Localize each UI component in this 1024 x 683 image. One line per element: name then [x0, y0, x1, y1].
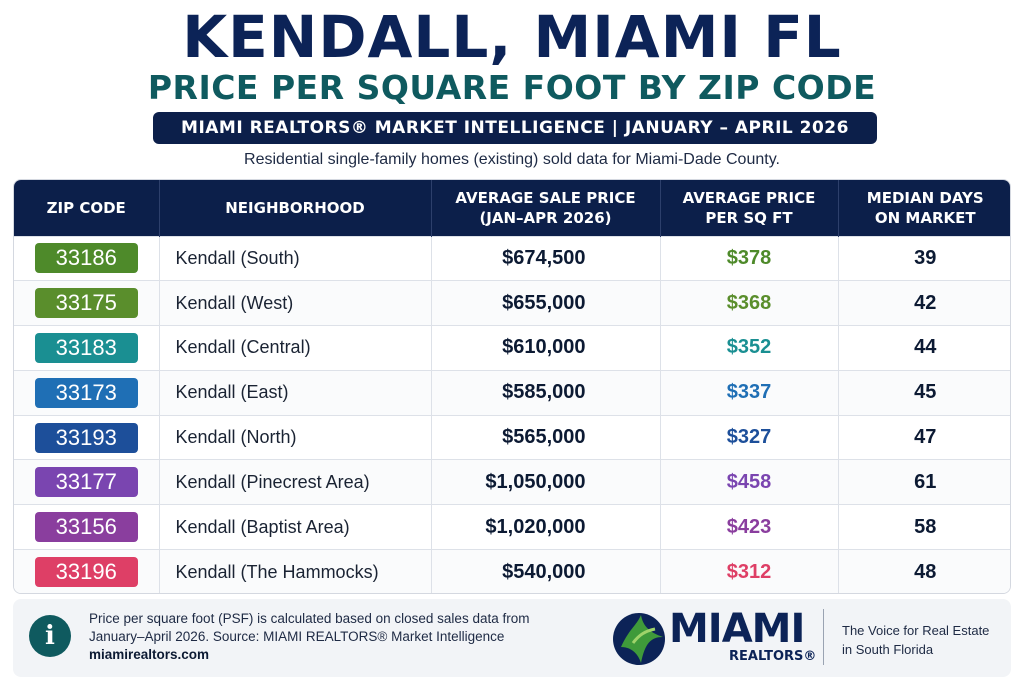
- avg-sale-price-cell: $565,000: [431, 415, 661, 460]
- neighborhood-cell: Kendall (West): [159, 280, 432, 326]
- table-row: 33156 Kendall (Baptist Area) $1,020,000 $42…: [14, 504, 1010, 550]
- table-row: 33186 Kendall (South) $674,500 $378 39: [14, 236, 1010, 281]
- logo-subtext: REALTORS®: [729, 649, 817, 664]
- data-description: Residential single-family homes (existin…: [244, 151, 780, 168]
- column-header-psf: AVERAGE PRICE PER SQ FT: [660, 180, 839, 236]
- zip-cell: 33193: [14, 415, 160, 460]
- neighborhood-cell: Kendall (The Hammocks): [159, 549, 432, 593]
- table-row: 33175 Kendall (West) $655,000 $368 42: [14, 280, 1010, 326]
- logo-wordmark: MIAMI: [669, 606, 805, 652]
- table-row: 33177 Kendall (Pinecrest Area) $1,050,000 $…: [14, 459, 1010, 505]
- footer-panel: i Price per square foot (PSF) is calcula…: [13, 599, 1011, 677]
- avg-sale-price-cell: $610,000: [431, 325, 661, 371]
- table-row: 33183 Kendall (Central) $610,000 $352 44: [14, 325, 1010, 371]
- zip-cell: 33173: [14, 370, 160, 416]
- days-on-market-cell: 45: [914, 381, 937, 404]
- logo-mark-icon: [613, 613, 665, 665]
- neighborhood-cell: Kendall (Pinecrest Area): [159, 459, 432, 505]
- price-per-sqft-cell: $312: [660, 549, 839, 593]
- column-header-neighborhood: NEIGHBORHOOD: [159, 180, 432, 236]
- column-header-zip: ZIP CODE: [14, 180, 160, 236]
- footer-note: Price per square foot (PSF) is calculate…: [89, 610, 569, 664]
- page-title: KENDALL, MIAMI FL: [182, 3, 842, 71]
- zip-cell: 33186: [14, 236, 160, 281]
- days-on-market-cell: 47: [914, 426, 937, 449]
- neighborhood-cell: Kendall (South): [159, 236, 432, 281]
- source-banner: MIAMI REALTORS® MARKET INTELLIGENCE | JA…: [153, 112, 877, 144]
- info-icon: i: [29, 615, 71, 657]
- table-row: 33196 Kendall (The Hammocks) $540,000 $312 4…: [14, 549, 1010, 593]
- zip-code-badge: 33173: [34, 377, 138, 408]
- tagline: The Voice for Real Estate in South Flori…: [842, 621, 1002, 659]
- price-per-sqft-cell: $368: [660, 280, 839, 326]
- zip-code-badge: 33177: [34, 467, 138, 498]
- neighborhood-cell: Kendall (Central): [159, 325, 432, 371]
- zip-code-badge: 33183: [34, 332, 138, 363]
- neighborhood-cell: Kendall (North): [159, 415, 432, 460]
- table-row: 33193 Kendall (North) $565,000 $327 47: [14, 415, 1010, 460]
- zip-code-badge: 33175: [34, 288, 138, 319]
- days-on-market-cell: 44: [914, 336, 937, 359]
- zip-code-badge: 33186: [34, 243, 138, 274]
- price-per-sqft-cell: $458: [660, 459, 839, 505]
- price-per-sqft-cell: $423: [660, 504, 839, 550]
- website-link[interactable]: miamirealtors.com: [89, 647, 210, 662]
- footer-note-line-1: Price per square foot (PSF) is calculate…: [89, 611, 530, 626]
- zip-cell: 33156: [14, 504, 160, 550]
- avg-sale-price-cell: $655,000: [431, 280, 661, 326]
- table-header-row: ZIP CODE NEIGHBORHOOD AVERAGE SALE PRICE…: [14, 180, 1010, 236]
- days-on-market-cell: 48: [914, 560, 937, 583]
- avg-sale-price-cell: $1,020,000: [431, 504, 661, 550]
- zip-cell: 33196: [14, 549, 160, 593]
- price-per-sqft-cell: $378: [660, 236, 839, 281]
- zip-cell: 33177: [14, 459, 160, 505]
- zip-code-badge: 33196: [34, 557, 138, 588]
- avg-sale-price-cell: $1,050,000: [431, 459, 661, 505]
- avg-sale-price-cell: $585,000: [431, 370, 661, 416]
- zip-code-badge: 33193: [34, 422, 138, 453]
- footer-divider: [823, 609, 824, 665]
- days-on-market-cell: 61: [914, 470, 937, 493]
- tagline-line-2: in South Florida: [842, 642, 934, 657]
- neighborhood-cell: Kendall (East): [159, 370, 432, 416]
- zip-cell: 33183: [14, 325, 160, 371]
- price-per-sqft-cell: $337: [660, 370, 839, 416]
- footer-note-line-2: January–April 2026. Source: MIAMI REALTO…: [89, 629, 505, 644]
- page-subtitle: PRICE PER SQUARE FOOT BY ZIP CODE: [147, 68, 877, 107]
- price-table: ZIP CODE NEIGHBORHOOD AVERAGE SALE PRICE…: [13, 179, 1011, 594]
- avg-sale-price-cell: $540,000: [431, 549, 661, 593]
- column-header-days-on-market: MEDIAN DAYS ON MARKET: [866, 188, 984, 227]
- tagline-line-1: The Voice for Real Estate: [842, 623, 990, 638]
- days-on-market-cell: 39: [914, 246, 937, 269]
- avg-sale-price-cell: $674,500: [431, 236, 661, 281]
- miami-realtors-logo: MIAMI REALTORS®: [611, 605, 816, 671]
- column-header-avg-price: AVERAGE SALE PRICE (JAN–APR 2026): [431, 180, 661, 236]
- price-per-sqft-cell: $352: [660, 325, 839, 371]
- zip-code-badge: 33156: [34, 512, 138, 543]
- table-row: 33173 Kendall (East) $585,000 $337 45: [14, 370, 1010, 416]
- price-per-sqft-cell: $327: [660, 415, 839, 460]
- days-on-market-cell: 42: [914, 291, 937, 314]
- days-on-market-cell: 58: [914, 515, 937, 538]
- zip-cell: 33175: [14, 280, 160, 326]
- neighborhood-cell: Kendall (Baptist Area): [159, 504, 432, 550]
